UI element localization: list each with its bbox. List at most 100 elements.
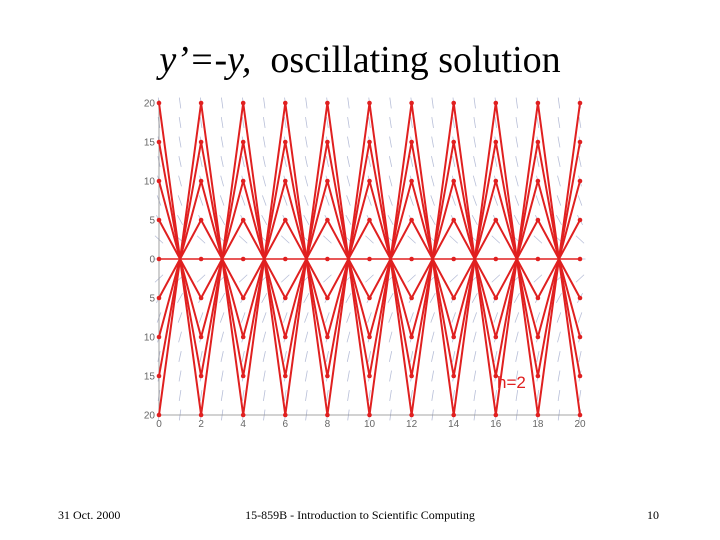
field-segment xyxy=(451,195,456,206)
field-segment xyxy=(241,156,245,167)
field-segment xyxy=(346,331,351,343)
field-segment xyxy=(449,235,459,244)
field-segment xyxy=(178,175,182,187)
field-segment xyxy=(429,214,436,226)
field-segment xyxy=(262,312,267,323)
solution-point xyxy=(367,334,372,340)
field-segment xyxy=(238,235,248,244)
field-segment xyxy=(430,175,435,187)
field-segment xyxy=(557,97,561,109)
field-segment xyxy=(284,117,287,128)
solution-point xyxy=(409,139,414,145)
field-segment xyxy=(472,195,477,206)
field-segment xyxy=(430,331,435,343)
field-segment xyxy=(365,235,374,244)
solution-point xyxy=(409,295,414,301)
solution-point xyxy=(535,373,541,379)
field-segment xyxy=(515,351,519,362)
field-segment xyxy=(220,117,224,128)
field-segment xyxy=(240,312,246,323)
field-segment xyxy=(431,97,434,109)
solution-point xyxy=(535,334,541,340)
solution-point xyxy=(325,217,330,223)
field-segment xyxy=(491,235,501,244)
solution-point xyxy=(535,100,541,106)
field-segment xyxy=(262,370,266,382)
solution-point xyxy=(367,295,372,301)
field-segment xyxy=(452,117,455,128)
field-segment xyxy=(514,312,520,323)
solution-point xyxy=(451,217,457,223)
field-segment xyxy=(220,390,224,401)
field-segment xyxy=(262,331,267,343)
field-segment xyxy=(178,156,182,167)
field-segment xyxy=(221,97,224,109)
solution-point xyxy=(325,334,330,340)
solution-point xyxy=(451,139,457,145)
field-segment xyxy=(262,195,267,206)
x-tick-label: 4 xyxy=(240,419,246,430)
solution-point xyxy=(577,100,583,106)
field-segment xyxy=(536,390,540,401)
solution-point xyxy=(283,178,288,184)
field-segment xyxy=(389,97,392,109)
field-segment xyxy=(346,195,351,206)
tick-labels: 0 2 4 6 8 10 12 14 16 18 20 20 15 10 5 0 5 10 15 20 xyxy=(144,99,586,431)
field-segment xyxy=(557,136,561,148)
field-segment xyxy=(535,312,541,323)
field-segment xyxy=(346,175,351,187)
field-segment xyxy=(346,312,351,323)
solution-point xyxy=(198,178,204,184)
footer-course: 15-859B - Introduction to Scientific Com… xyxy=(245,508,475,522)
solution-point xyxy=(577,139,583,145)
field-segment xyxy=(452,351,456,362)
field-segment xyxy=(430,312,435,323)
solution-point xyxy=(283,100,288,106)
field-segment xyxy=(557,390,561,401)
solution-point xyxy=(367,100,372,106)
field-segment xyxy=(555,214,562,226)
field-segment xyxy=(431,117,434,128)
field-segment xyxy=(388,312,393,323)
field-segment xyxy=(473,136,477,148)
x-tick-label: 10 xyxy=(364,419,376,430)
field-segment xyxy=(555,292,562,304)
solution-point xyxy=(283,256,288,262)
solution-point xyxy=(409,334,414,340)
field-segment xyxy=(241,117,245,128)
field-segment xyxy=(451,312,456,323)
solution-point xyxy=(198,373,204,379)
solution-point xyxy=(577,373,583,379)
y-tick-label: 15 xyxy=(144,138,156,149)
y-tick-label: 15 xyxy=(144,372,156,383)
solution-point xyxy=(240,334,246,340)
title-equation: y’=-y, xyxy=(159,39,252,81)
field-segment xyxy=(388,175,393,187)
field-segment xyxy=(178,351,182,362)
field-segment xyxy=(389,390,392,401)
y-tick-label: 5 xyxy=(149,294,155,305)
field-segment xyxy=(494,351,498,362)
field-segment xyxy=(283,351,287,362)
field-segment xyxy=(556,195,562,206)
solution-point xyxy=(283,373,288,379)
footer-date: 31 Oct. 2000 xyxy=(58,508,121,522)
x-tick-label: 12 xyxy=(406,419,418,430)
x-tick-label: 18 xyxy=(532,419,544,430)
title-text: oscillating solution xyxy=(270,39,561,81)
field-segment xyxy=(219,312,225,323)
field-segment xyxy=(431,390,434,401)
solution-point xyxy=(493,139,499,145)
field-segment xyxy=(577,312,583,323)
field-segment xyxy=(280,235,290,244)
field-segment xyxy=(389,117,392,128)
field-segment xyxy=(452,390,455,401)
field-segment xyxy=(345,214,352,226)
field-segment xyxy=(305,117,308,128)
solution-point xyxy=(283,217,288,223)
field-segment xyxy=(323,274,332,283)
field-segment xyxy=(577,195,583,206)
solution-point xyxy=(325,139,330,145)
field-segment xyxy=(557,370,561,382)
field-segment xyxy=(557,156,561,167)
